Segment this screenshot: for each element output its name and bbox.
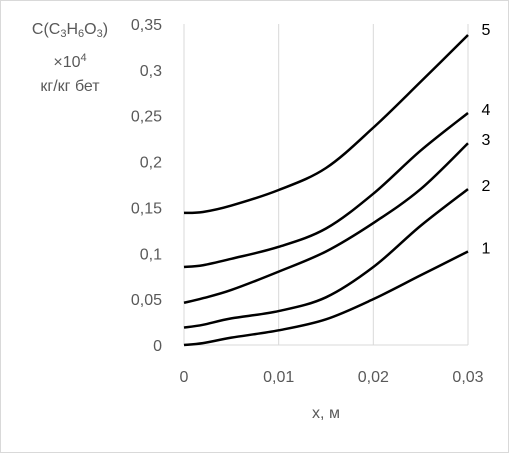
series-line-2 <box>183 188 469 329</box>
y-axis-label: C(C3H6O3) ×104 кг/кг бет <box>31 21 109 95</box>
x-tick-label: 0,02 <box>358 369 389 386</box>
x-tick-label: 0,03 <box>452 369 483 386</box>
x-axis-label: x, м <box>312 405 340 422</box>
y-tick-label: 0,25 <box>131 109 162 126</box>
y-tick-label: 0 <box>153 338 162 355</box>
series-line-3 <box>183 142 469 305</box>
series-label-5: 5 <box>482 22 491 39</box>
y-tick-label: 0,2 <box>140 155 162 172</box>
series-label-1: 1 <box>482 240 491 257</box>
series-line-1 <box>183 250 469 347</box>
y-tick-label: 0,3 <box>140 63 162 80</box>
series-label-2: 2 <box>482 178 491 195</box>
y-tick-label: 0,35 <box>131 17 162 34</box>
series-label-4: 4 <box>482 102 491 119</box>
series-lines <box>183 34 469 347</box>
series-line-5 <box>183 34 469 215</box>
series-labels: 1 2 3 4 5 <box>482 22 491 257</box>
y-tick-labels: 0 0,05 0,1 0,15 0,2 0,25 0,3 0,35 <box>131 17 162 355</box>
y-tick-label: 0,15 <box>131 200 162 217</box>
series-label-3: 3 <box>482 132 491 149</box>
series-line-4 <box>183 111 469 269</box>
x-tick-labels: 0 0,01 0,02 0,03 <box>180 369 484 386</box>
x-tick-label: 0,01 <box>263 369 294 386</box>
y-tick-label: 0,1 <box>140 246 162 263</box>
y-tick-label: 0,05 <box>131 292 162 309</box>
grid-lines <box>183 24 469 346</box>
x-tick-label: 0 <box>180 369 189 386</box>
